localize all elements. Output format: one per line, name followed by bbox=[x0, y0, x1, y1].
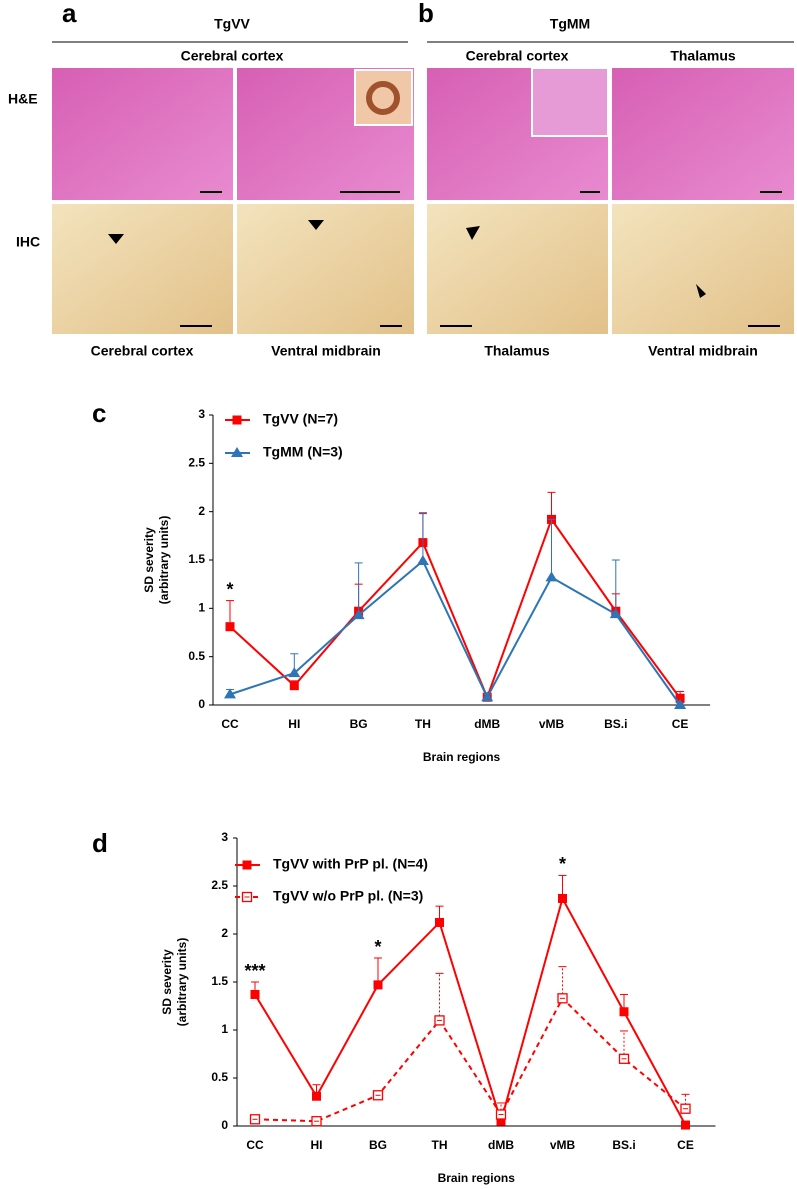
inset bbox=[531, 67, 609, 137]
marker bbox=[250, 989, 260, 999]
legend-marker bbox=[232, 415, 242, 425]
micrograph bbox=[52, 68, 233, 200]
row-label: H&E bbox=[8, 91, 38, 107]
y-tick-label: 2.5 bbox=[188, 456, 205, 470]
x-tick-label: CC bbox=[246, 1138, 264, 1152]
marker bbox=[288, 667, 301, 678]
region-label: Cerebral cortex bbox=[91, 343, 194, 359]
y-tick-label: 3 bbox=[221, 830, 228, 844]
x-tick-label: BG bbox=[369, 1138, 387, 1152]
legend-marker bbox=[231, 447, 243, 457]
panel-letter: c bbox=[92, 398, 106, 428]
y-tick-label: 3 bbox=[198, 407, 205, 421]
marker bbox=[224, 688, 236, 699]
marker bbox=[545, 571, 558, 582]
region-label: Thalamus bbox=[670, 48, 736, 64]
y-axis-label: SD severity bbox=[142, 527, 156, 593]
panel-title: TgVV bbox=[214, 16, 250, 32]
legend-label: TgVV with PrP pl. (N=4) bbox=[273, 856, 428, 872]
legend-label: TgVV w/o PrP pl. (N=3) bbox=[273, 888, 423, 904]
micrograph bbox=[427, 204, 608, 334]
marker bbox=[681, 1120, 690, 1130]
region-label: Ventral midbrain bbox=[271, 343, 381, 359]
region-label: Thalamus bbox=[484, 343, 550, 359]
marker bbox=[312, 1091, 321, 1101]
marker bbox=[496, 1116, 506, 1126]
y-axis-label: SD severity bbox=[160, 949, 174, 1015]
x-tick-label: TH bbox=[432, 1138, 448, 1152]
micrograph bbox=[612, 68, 794, 200]
series-line bbox=[254, 895, 687, 1126]
region-label: Cerebral cortex bbox=[181, 48, 284, 64]
micrograph bbox=[237, 204, 414, 334]
y-tick-label: 0 bbox=[198, 697, 205, 711]
marker bbox=[289, 681, 299, 691]
legend-label: TgVV (N=7) bbox=[263, 411, 338, 427]
y-tick-label: 1.5 bbox=[211, 974, 228, 988]
marker bbox=[225, 622, 235, 632]
x-tick-label: BS.i bbox=[604, 717, 627, 731]
y-axis-label: (arbitrary units) bbox=[175, 938, 189, 1027]
row-label: IHC bbox=[16, 234, 40, 250]
panel-letter: d bbox=[92, 828, 108, 858]
y-tick-label: 1.5 bbox=[188, 552, 205, 566]
y-tick-label: 1 bbox=[198, 601, 205, 615]
micrograph bbox=[52, 204, 233, 334]
x-axis-label: Brain regions bbox=[438, 1171, 516, 1185]
x-tick-label: dMB bbox=[488, 1138, 514, 1152]
y-tick-label: 2 bbox=[198, 504, 205, 518]
marker bbox=[619, 1007, 629, 1017]
panel-title: TgMM bbox=[550, 16, 590, 32]
region-label: Ventral midbrain bbox=[648, 343, 758, 359]
marker bbox=[352, 609, 365, 620]
marker bbox=[435, 917, 444, 927]
x-tick-label: CE bbox=[677, 1138, 694, 1152]
x-tick-label: TH bbox=[415, 717, 431, 731]
x-axis-label: Brain regions bbox=[423, 750, 501, 764]
x-tick-label: CC bbox=[221, 717, 239, 731]
x-tick-label: vMB bbox=[539, 717, 565, 731]
annotation: *** bbox=[244, 961, 265, 981]
panel-letter: b bbox=[418, 0, 434, 28]
marker bbox=[675, 693, 685, 703]
x-tick-label: vMB bbox=[550, 1138, 576, 1152]
micrographs bbox=[52, 67, 794, 334]
marker bbox=[558, 893, 567, 903]
inset-mark bbox=[366, 81, 400, 115]
series-line bbox=[229, 559, 681, 706]
micrograph bbox=[612, 204, 794, 334]
marker bbox=[481, 691, 494, 702]
y-tick-label: 1 bbox=[221, 1022, 228, 1036]
series-line bbox=[229, 517, 681, 701]
inset bbox=[354, 69, 413, 126]
marker bbox=[373, 980, 383, 990]
region-label: Cerebral cortex bbox=[466, 48, 569, 64]
y-tick-label: 0.5 bbox=[188, 649, 205, 663]
marker bbox=[674, 699, 687, 709]
x-tick-label: BS.i bbox=[612, 1138, 635, 1152]
annotation: * bbox=[559, 854, 566, 874]
series-line bbox=[254, 996, 687, 1123]
legend-marker bbox=[242, 860, 252, 870]
marker bbox=[609, 608, 622, 619]
x-tick-label: HI bbox=[288, 717, 300, 731]
y-axis-label: (arbitrary units) bbox=[157, 516, 171, 605]
x-tick-label: HI bbox=[311, 1138, 323, 1152]
x-tick-label: BG bbox=[350, 717, 368, 731]
y-tick-label: 2 bbox=[221, 926, 228, 940]
marker bbox=[416, 554, 429, 565]
y-tick-label: 0 bbox=[221, 1118, 228, 1132]
y-tick-label: 2.5 bbox=[211, 878, 228, 892]
annotation: * bbox=[374, 937, 381, 957]
legend-label: TgMM (N=3) bbox=[263, 444, 343, 460]
panel-letter: a bbox=[62, 0, 77, 28]
y-tick-label: 0.5 bbox=[211, 1070, 228, 1084]
annotation: * bbox=[226, 579, 233, 599]
x-tick-label: CE bbox=[672, 717, 689, 731]
x-tick-label: dMB bbox=[474, 717, 500, 731]
